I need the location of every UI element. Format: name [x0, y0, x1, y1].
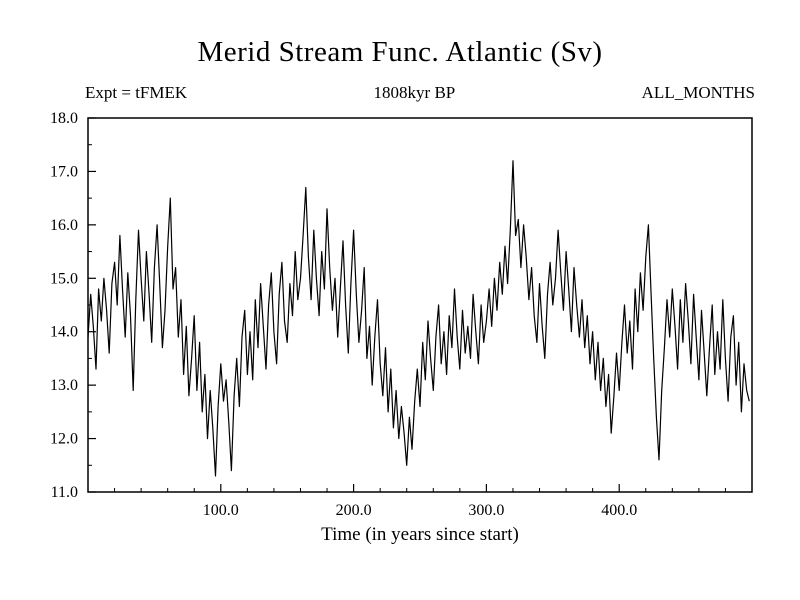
months-label: ALL_MONTHS	[641, 83, 755, 102]
x-tick-label: 100.0	[203, 502, 239, 519]
y-tick-label: 14.0	[50, 324, 78, 341]
y-tick-label: 17.0	[50, 163, 78, 180]
y-tick-label: 13.0	[50, 377, 78, 394]
y-tick-label: 12.0	[50, 431, 78, 448]
x-axis-title: Time (in years since start)	[321, 524, 519, 545]
x-tick-label: 200.0	[336, 502, 372, 519]
series-line	[87, 160, 750, 477]
y-tick-label: 15.0	[50, 270, 78, 287]
chart-subtitle-row: Expt = tFMEK 1808kyr BP ALL_MONTHS	[85, 83, 755, 103]
x-tick-label: 400.0	[601, 502, 637, 519]
y-tick-label: 18.0	[50, 110, 78, 127]
experiment-label: Expt = tFMEK	[85, 83, 188, 102]
plot-svg: 11.0 12.0 13.0 14.0 15.0 16.0 17.0 18.0 100.0 200…	[50, 110, 753, 519]
y-tick-label: 11.0	[51, 484, 78, 501]
plot-frame	[87, 117, 753, 493]
chart-title: Merid Stream Func. Atlantic (Sv)	[197, 36, 603, 68]
x-tick-label: 300.0	[468, 502, 504, 519]
y-tick-label: 16.0	[50, 217, 78, 234]
time-bp-label: 1808kyr BP	[373, 83, 456, 102]
